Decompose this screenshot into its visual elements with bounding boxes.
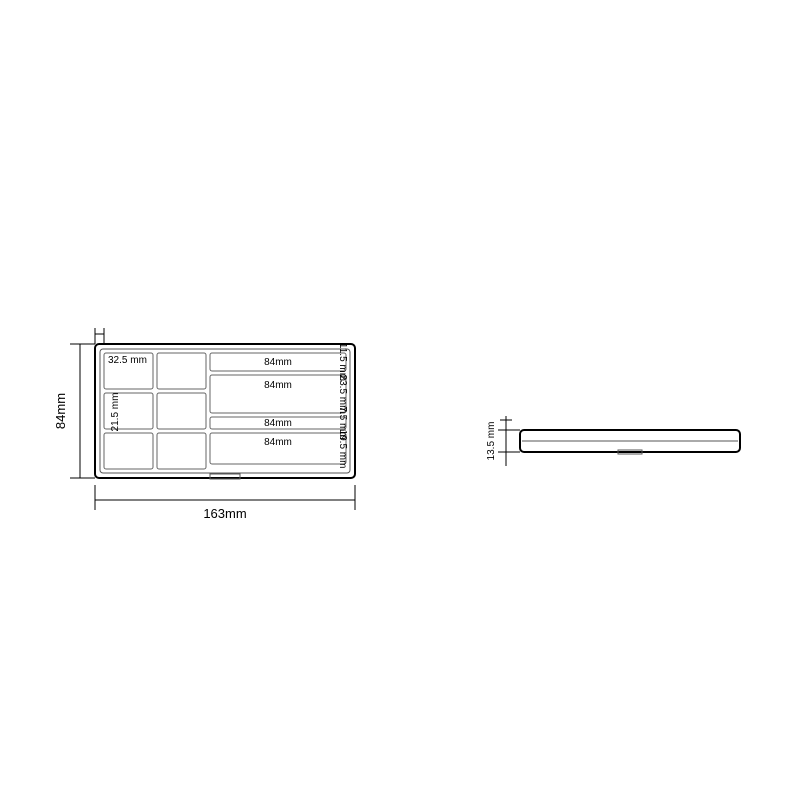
right-cell-3-w: 84mm: [264, 437, 292, 448]
diagram-stage: 32.5 mm 21.5 mm 84mm 84mm 84mm 84mm 11.5…: [0, 0, 800, 800]
dim-width: 163mm: [95, 485, 355, 521]
side-view: 13.5 mm: [486, 416, 740, 466]
right-cell-3-h: 19.5 mm: [337, 430, 348, 469]
dim-height-label: 84mm: [53, 393, 68, 429]
dim-height: 84mm: [53, 344, 95, 478]
left-cell-width-label: 32.5 mm: [108, 355, 147, 366]
right-cell-0-w: 84mm: [264, 357, 292, 368]
dim-thickness-label: 13.5 mm: [486, 422, 497, 461]
diagram-svg: 32.5 mm 21.5 mm 84mm 84mm 84mm 84mm 11.5…: [0, 0, 800, 800]
right-cell-1-w: 84mm: [264, 380, 292, 391]
dim-top-ticks: [95, 328, 104, 344]
dim-width-label: 163mm: [203, 506, 246, 521]
dim-thickness: 13.5 mm: [486, 416, 520, 466]
right-cell-2-w: 84mm: [264, 418, 292, 429]
top-view: 32.5 mm 21.5 mm 84mm 84mm 84mm 84mm 11.5…: [53, 328, 355, 521]
left-cell-height-label: 21.5 mm: [110, 393, 121, 432]
case-inner-rect: [100, 349, 350, 473]
